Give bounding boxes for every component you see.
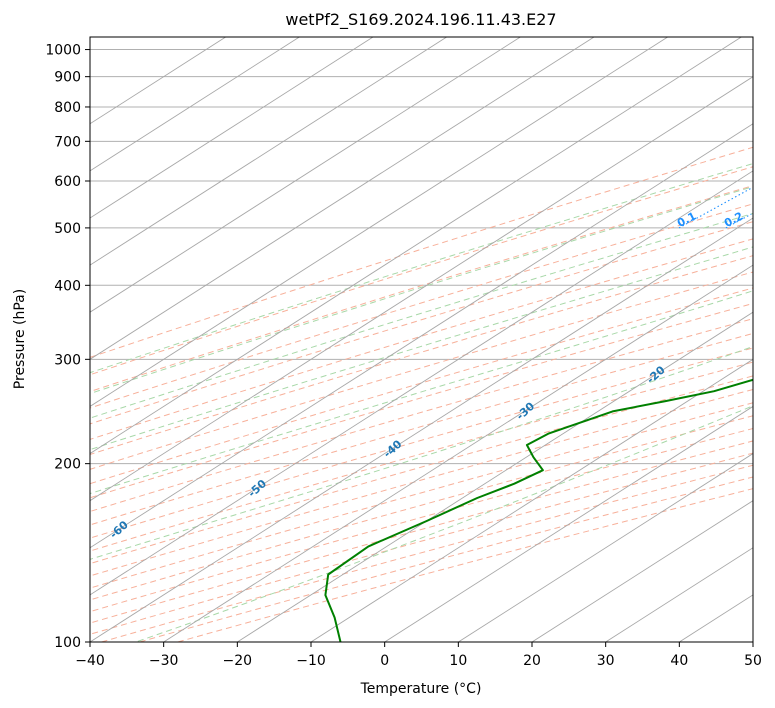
dry-adiabat-line <box>90 318 753 513</box>
isotherm-line <box>458 453 753 642</box>
isotherm-line <box>90 76 753 502</box>
x-tick-label: −10 <box>296 653 326 669</box>
dry-adiabat-line <box>90 185 753 393</box>
isotherm-line <box>90 170 753 596</box>
isotherm-line <box>90 37 595 360</box>
dry-adiabat-line <box>177 488 753 642</box>
isotherm-line <box>90 37 521 313</box>
moist-adiabats <box>90 163 753 642</box>
plot-area: 0.10.20.40.611.52346810131620253036-100-… <box>90 37 753 642</box>
y-tick-label: 700 <box>54 134 81 150</box>
isotherm-line <box>384 405 753 642</box>
y-axis: 100 200 300 400 500 600 700 800 900 1000 <box>45 43 90 651</box>
y-tick-label: 400 <box>54 278 81 294</box>
y-tick-label: 500 <box>54 221 81 237</box>
plot-frame <box>89 36 754 643</box>
isotherm-line <box>531 500 753 642</box>
x-tick-label: 10 <box>449 653 467 669</box>
moist-adiabat-line <box>90 246 753 451</box>
dewpoint-line <box>324 378 753 642</box>
isotherm-line <box>90 37 668 407</box>
moist-adiabat-line <box>90 345 753 560</box>
x-tick-label: 20 <box>523 653 541 669</box>
dry-adiabat-line <box>90 332 753 526</box>
isotherm-line <box>90 123 753 549</box>
x-tick-label: 40 <box>670 653 688 669</box>
y-tick-label: 200 <box>54 457 81 473</box>
moist-adiabat-line <box>90 186 753 395</box>
pressure-grid <box>90 49 753 642</box>
y-tick-label: 800 <box>54 100 81 116</box>
x-tick-label: −20 <box>223 653 253 669</box>
dry-adiabat-line <box>90 255 753 456</box>
dry-adiabat-line <box>90 452 753 635</box>
x-tick-label: −40 <box>75 653 105 669</box>
isotherm-line <box>237 311 753 642</box>
dry-adiabat-line <box>90 427 753 613</box>
isotherm-line <box>90 37 742 455</box>
isotherm-line <box>90 217 753 642</box>
dry-adiabat-line <box>90 287 753 485</box>
y-tick-label: 900 <box>54 70 81 86</box>
dry-adiabat-line <box>139 476 753 642</box>
isotherm-line <box>90 37 447 266</box>
y-tick-label: 1000 <box>45 43 81 59</box>
y-axis-title: Pressure (hPa) <box>12 289 28 389</box>
chart-title: wetPf2_S169.2024.196.11.43.E27 <box>285 10 556 30</box>
y-tick-label: 300 <box>54 352 81 368</box>
x-axis: −40 −30 −20 −10 0 10 20 30 40 50 <box>75 642 762 669</box>
isotherm-line <box>90 37 374 219</box>
sounding-series <box>324 378 753 642</box>
dry-adiabat-line <box>90 361 753 552</box>
isotherms <box>90 37 753 642</box>
y-tick-label: 600 <box>54 174 81 190</box>
dry-adiabats <box>90 146 753 642</box>
x-axis-title: Temperature (°C) <box>360 681 482 697</box>
dry-adiabat-line <box>90 375 753 565</box>
x-tick-label: −30 <box>149 653 179 669</box>
dry-adiabat-line <box>90 166 753 376</box>
x-tick-label: 0 <box>380 653 389 669</box>
dry-adiabat-line <box>90 221 753 425</box>
isotherm-line <box>163 264 753 642</box>
y-tick-label: 100 <box>54 635 81 651</box>
x-tick-label: 30 <box>597 653 615 669</box>
x-tick-label: 50 <box>744 653 762 669</box>
isotherm-line <box>310 358 753 642</box>
moist-adiabat-line <box>90 290 753 495</box>
dry-adiabat-line <box>90 402 753 589</box>
dry-adiabat-line <box>90 388 753 577</box>
moist-adiabat-line <box>90 212 753 419</box>
isotherm-line <box>90 37 300 172</box>
